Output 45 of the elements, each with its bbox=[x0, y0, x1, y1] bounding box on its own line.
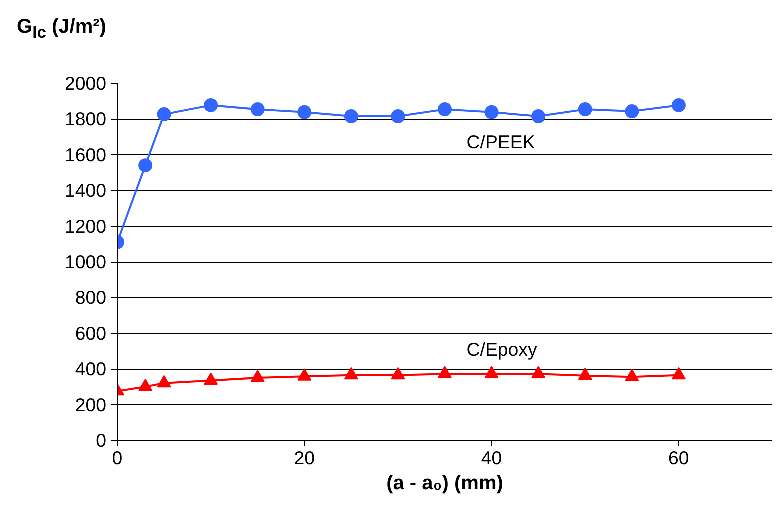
point bbox=[157, 108, 172, 122]
point bbox=[532, 110, 546, 124]
point bbox=[298, 368, 312, 381]
point bbox=[672, 367, 686, 380]
point bbox=[250, 102, 265, 117]
y-tick-label: 200 bbox=[75, 394, 107, 416]
y-tick-label: 600 bbox=[75, 322, 107, 344]
y-tick-label: 2000 bbox=[64, 73, 107, 94]
point bbox=[138, 378, 153, 392]
y-tick-label: 1200 bbox=[64, 216, 107, 237]
y-axis-title: G$_{Ic}$ (J/m²) bbox=[17, 15, 106, 44]
point bbox=[672, 98, 686, 112]
point bbox=[391, 367, 406, 380]
point bbox=[578, 102, 592, 117]
series-label: C/Epoxy bbox=[466, 339, 538, 360]
point bbox=[157, 375, 172, 388]
y-tick-label: 1600 bbox=[64, 144, 107, 166]
point bbox=[250, 370, 265, 382]
point bbox=[204, 372, 218, 385]
point bbox=[578, 368, 592, 380]
y-tick-label: 800 bbox=[75, 287, 107, 308]
point bbox=[344, 367, 358, 380]
point bbox=[532, 366, 546, 378]
point bbox=[204, 98, 218, 112]
y-tick-label: 1800 bbox=[64, 108, 107, 130]
x-tick-label: 40 bbox=[481, 448, 502, 468]
point bbox=[484, 105, 499, 120]
x-tick-label: 60 bbox=[668, 448, 690, 468]
point bbox=[438, 366, 452, 378]
series-label: C/PEEK bbox=[466, 131, 536, 152]
y-tick-label: 1400 bbox=[64, 180, 107, 202]
point bbox=[138, 158, 153, 173]
point bbox=[625, 369, 640, 382]
point bbox=[298, 105, 312, 120]
x-axis-title: (a - a₀) (mm) bbox=[386, 472, 504, 494]
x-tick-label: 20 bbox=[294, 448, 316, 468]
x-tick-label: 0 bbox=[112, 448, 123, 468]
point bbox=[438, 102, 452, 117]
y-tick-label: 1000 bbox=[64, 252, 107, 272]
point bbox=[391, 110, 406, 124]
y-tick-label: 400 bbox=[75, 358, 107, 380]
point bbox=[344, 110, 358, 124]
point bbox=[484, 366, 499, 378]
point bbox=[625, 104, 640, 119]
y-tick-label: 0 bbox=[96, 430, 107, 451]
